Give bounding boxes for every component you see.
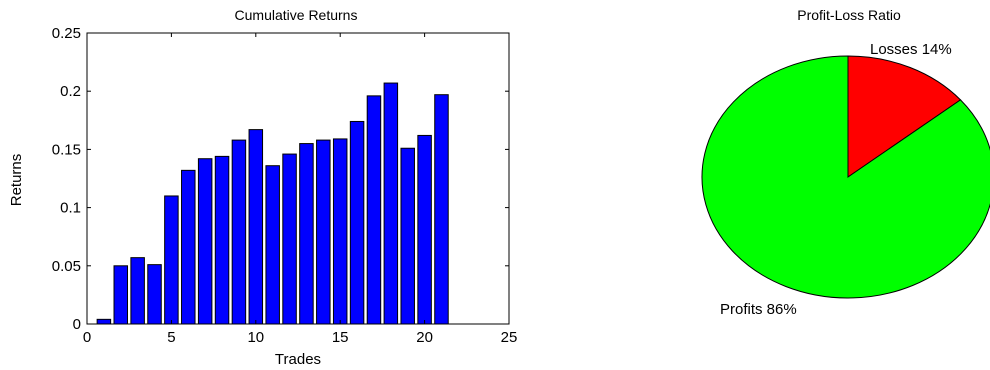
- bar-17: [366, 95, 382, 325]
- bar-ticks: [86, 32, 510, 325]
- bar-chart-axes-box: [86, 32, 510, 325]
- bar-chart: Cumulative Returns 0 5 10 15 20 25 0 0.05 0.1 0.1…: [8, 7, 517, 368]
- bar-14: [316, 139, 331, 325]
- bar-chart-title: Cumulative Returns: [235, 7, 358, 23]
- bar-12: [282, 153, 297, 325]
- y-tick-label: 0.25: [52, 25, 81, 42]
- bars: [96, 82, 449, 325]
- bar-4: [147, 264, 162, 325]
- y-axis-label: Returns: [8, 154, 25, 207]
- x-tick-label: 0: [83, 329, 91, 346]
- y-tick-label: 0: [73, 316, 81, 333]
- y-tick-label: 0.05: [52, 258, 81, 275]
- bar-19: [400, 147, 415, 325]
- x-tick-label: 5: [167, 329, 175, 346]
- y-tick-label: 0.15: [52, 141, 81, 158]
- pie-slices: [701, 55, 990, 299]
- bar-21: [434, 94, 449, 325]
- bar-2: [113, 265, 129, 325]
- y-tick-label: 0.2: [60, 83, 81, 100]
- bar-5: [164, 195, 179, 325]
- bar-1: [96, 318, 112, 325]
- bar-10: [248, 129, 264, 325]
- bar-18: [383, 82, 399, 325]
- bar-8: [214, 155, 230, 325]
- x-tick-label: 20: [416, 329, 433, 346]
- bar-9: [231, 139, 247, 325]
- pie-slice-losses: [847, 55, 962, 178]
- bar-16: [349, 120, 365, 325]
- pie-slice-profits: [701, 55, 990, 299]
- x-tick-label: 25: [501, 329, 518, 346]
- pie-chart-title: Profit-Loss Ratio: [797, 7, 901, 23]
- pie-label-losses: Losses 14%: [870, 41, 952, 58]
- bar-15: [332, 138, 348, 325]
- x-axis-label: Trades: [275, 351, 321, 368]
- x-tick-label: 10: [247, 329, 264, 346]
- pie-chart: Profit-Loss Ratio Losses 14% Profits 86%: [701, 7, 990, 318]
- bar-20: [417, 134, 432, 325]
- bar-tick-labels: 0 5 10 15 20 25 0 0.05 0.1 0.15 0.2 0.25: [52, 25, 518, 346]
- bar-11: [265, 165, 280, 325]
- pie-label-profits: Profits 86%: [720, 301, 797, 318]
- bar-13: [299, 143, 314, 325]
- bar-6: [181, 169, 196, 325]
- bar-3: [130, 257, 145, 325]
- x-tick-label: 15: [332, 329, 349, 346]
- pie-labels: Losses 14% Profits 86%: [720, 41, 952, 318]
- bar-7: [197, 158, 213, 325]
- y-tick-label: 0.1: [60, 200, 81, 217]
